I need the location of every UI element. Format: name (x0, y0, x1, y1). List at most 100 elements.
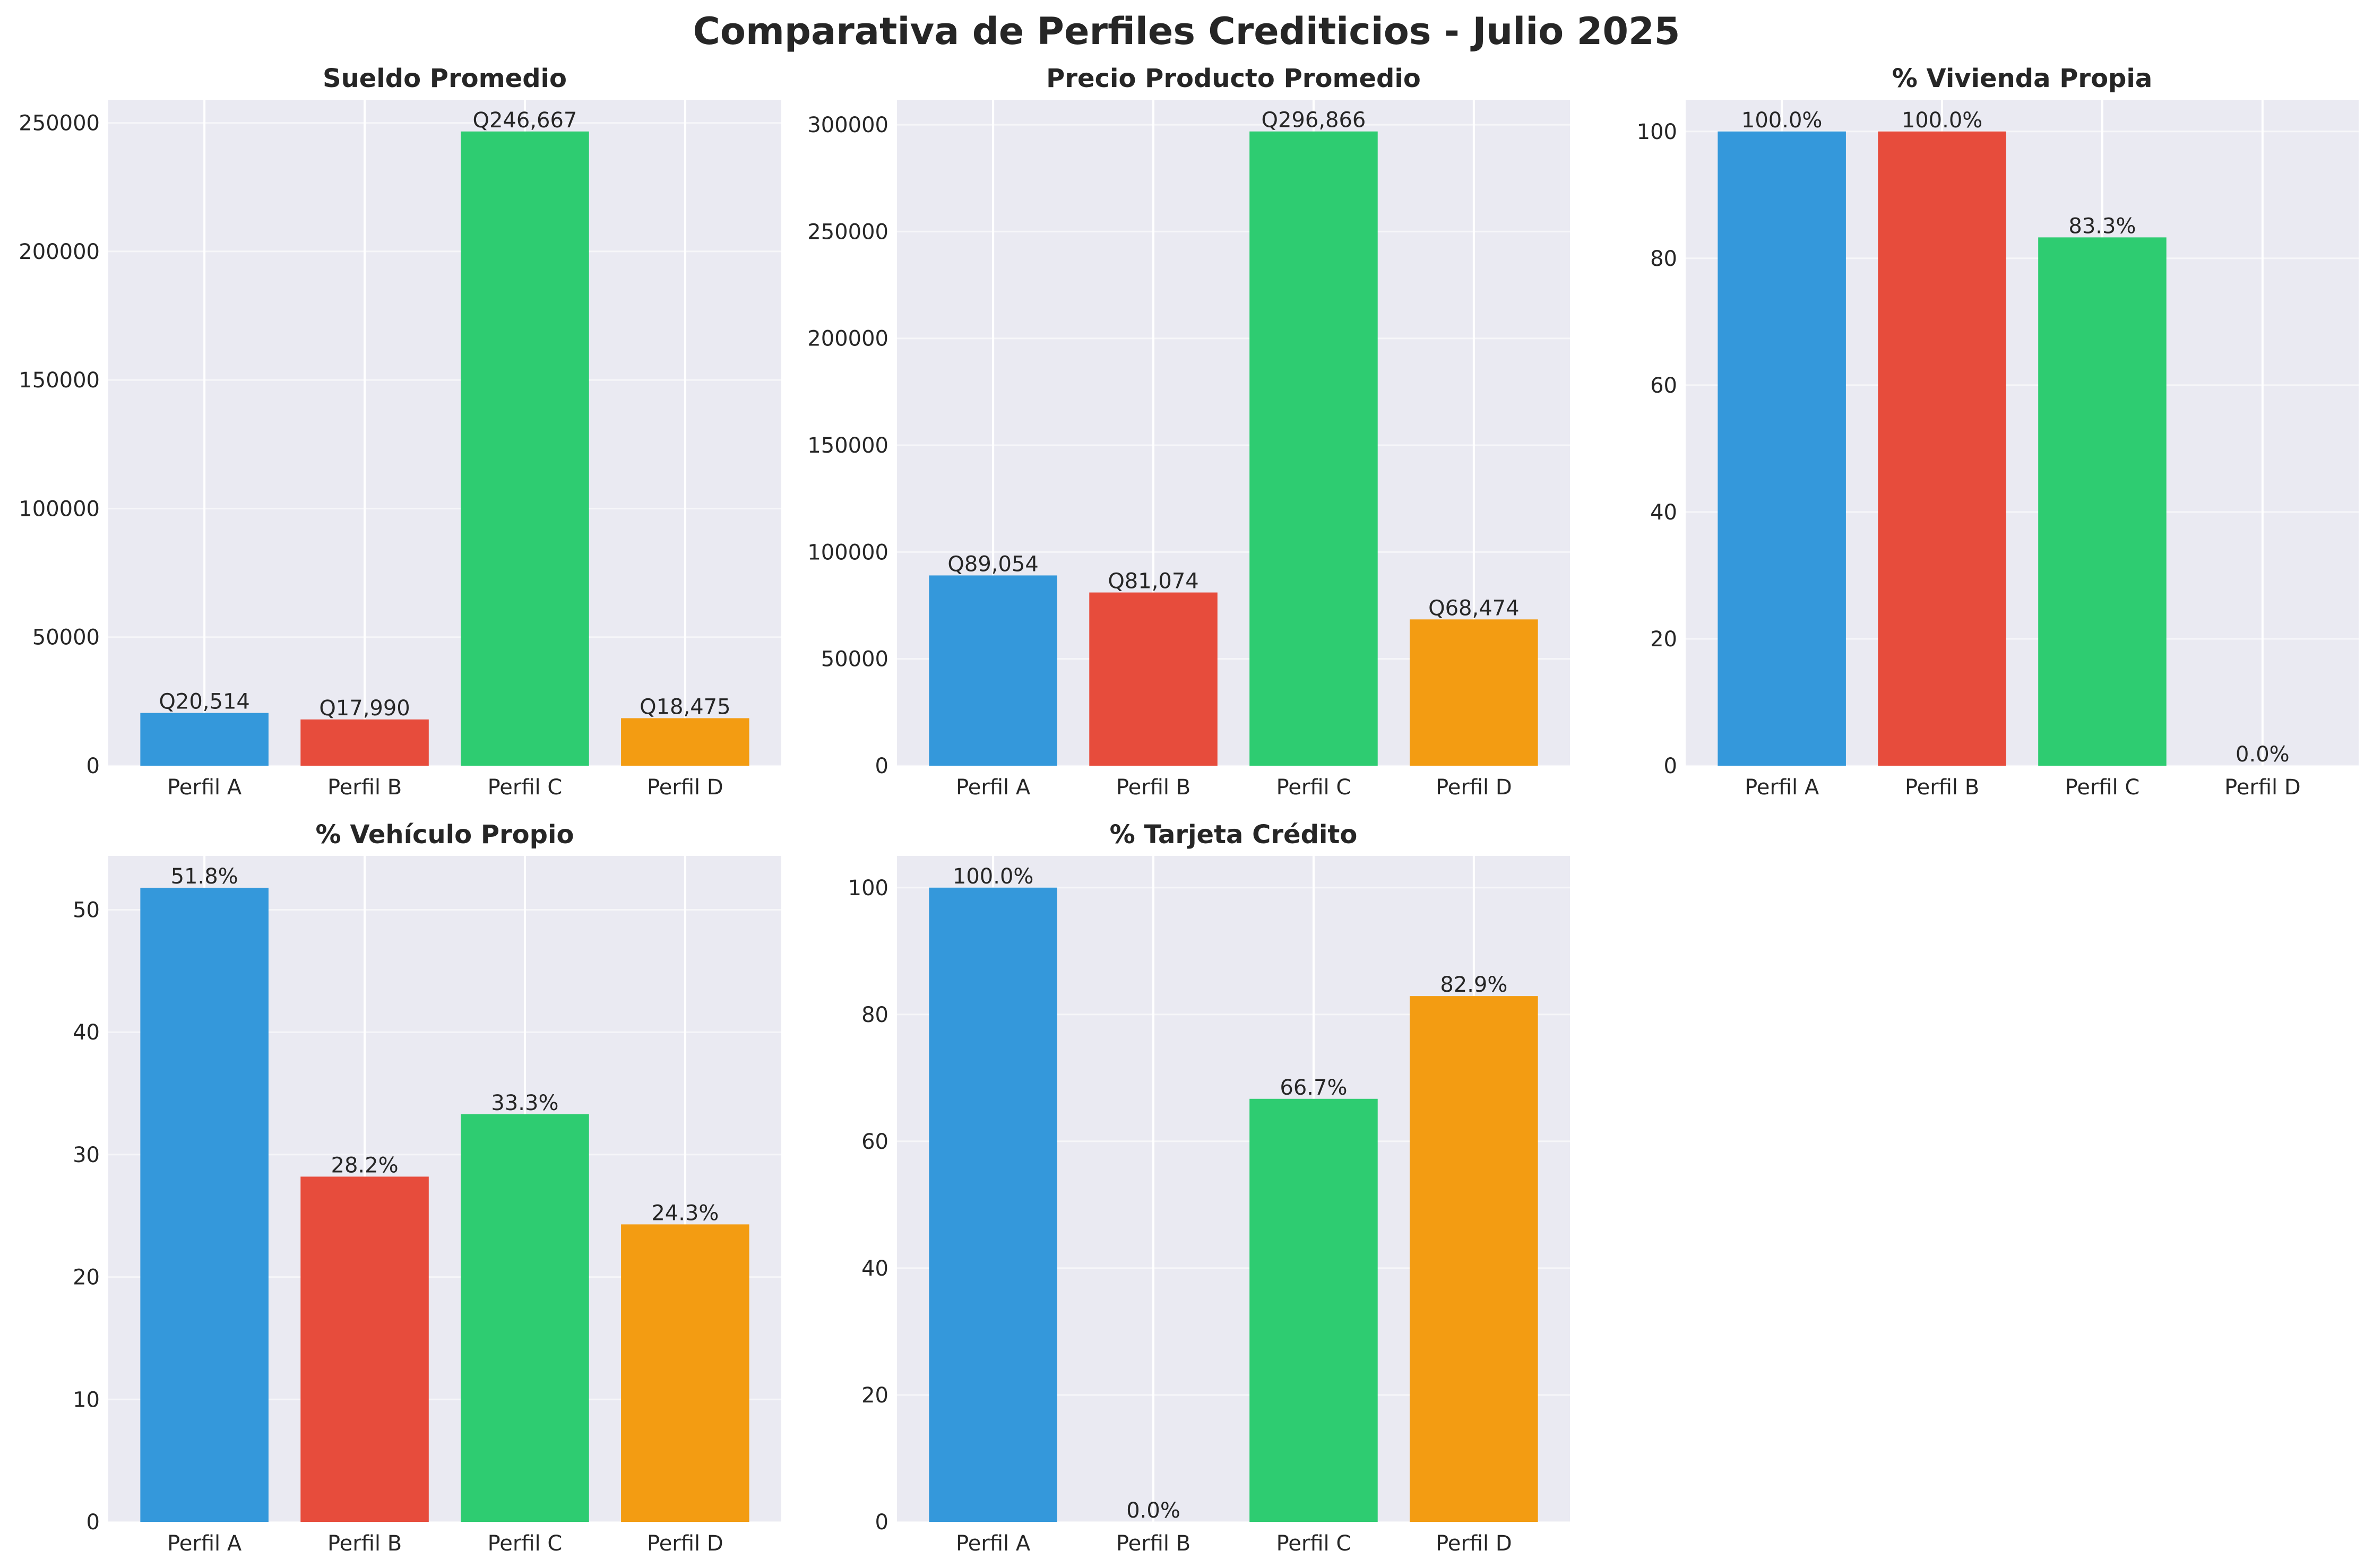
y-tick-label: 0 (87, 1510, 100, 1535)
bar-value-label: 0.0% (2236, 742, 2290, 767)
bar-value-label: 100.0% (1902, 108, 1983, 133)
y-tick-label: 80 (861, 1003, 888, 1027)
bar-perfil-d (1410, 996, 1538, 1522)
bar-value-label: 83.3% (2068, 214, 2136, 238)
bar-perfil-d (621, 718, 749, 766)
y-tick-label: 30 (73, 1143, 100, 1167)
bar-value-label: Q89,054 (947, 552, 1038, 576)
bar-value-label: 28.2% (331, 1153, 399, 1177)
bar-perfil-a (929, 575, 1057, 766)
y-tick-label: 100000 (19, 497, 100, 521)
x-tick-label: Perfil A (956, 1531, 1031, 1556)
x-tick-label: Perfil A (167, 1531, 242, 1556)
y-tick-label: 100 (848, 876, 888, 900)
x-tick-label: Perfil D (1436, 1531, 1512, 1556)
y-tick-label: 0 (875, 1510, 888, 1535)
bar-value-label: Q68,474 (1428, 596, 1519, 620)
bar-perfil-a (1718, 131, 1846, 766)
y-tick-label: 100000 (807, 540, 888, 565)
y-tick-label: 300000 (807, 113, 888, 137)
bar-perfil-b (300, 1176, 429, 1522)
chart-title: % Vehículo Propio (316, 820, 574, 850)
y-tick-label: 200000 (19, 240, 100, 264)
y-tick-label: 250000 (807, 220, 888, 244)
bar-perfil-d (621, 1224, 749, 1522)
y-tick-label: 20 (1650, 627, 1677, 652)
bar-perfil-c (461, 131, 589, 766)
chart-panel-5: 0 20 40 60 80 100 100.0% Perfil A 0.0% Perfil B 66… (848, 820, 1570, 1556)
y-tick-label: 40 (861, 1257, 888, 1281)
y-tick-label: 0 (1664, 754, 1677, 778)
x-tick-label: Perfil D (1436, 775, 1512, 800)
bar-perfil-a (140, 887, 269, 1522)
y-tick-label: 80 (1650, 247, 1677, 271)
x-tick-label: Perfil C (1276, 775, 1351, 800)
bar-perfil-b (1878, 131, 2006, 766)
x-tick-label: Perfil B (327, 1531, 402, 1556)
y-tick-label: 100 (1637, 120, 1677, 144)
bar-perfil-b (300, 719, 429, 766)
bar-value-label: 66.7% (1280, 1076, 1347, 1100)
y-tick-label: 50000 (32, 626, 100, 650)
y-tick-label: 150000 (19, 368, 100, 393)
bar-value-label: Q20,514 (159, 690, 249, 714)
y-tick-label: 200000 (807, 327, 888, 351)
x-tick-label: Perfil D (2224, 775, 2301, 800)
bar-perfil-c (1249, 1098, 1378, 1522)
bar-value-label: Q81,074 (1108, 569, 1198, 594)
plot-area (108, 100, 781, 766)
y-tick-label: 150000 (807, 434, 888, 458)
chart-title: % Tarjeta Crédito (1110, 820, 1358, 850)
bar-perfil-a (140, 713, 269, 766)
y-tick-label: 0 (87, 754, 100, 778)
y-tick-label: 40 (73, 1020, 100, 1045)
bar-perfil-b (1089, 592, 1218, 766)
y-tick-label: 60 (861, 1130, 888, 1154)
x-tick-label: Perfil B (1116, 775, 1190, 800)
bar-value-label: 33.3% (491, 1091, 558, 1115)
x-tick-label: Perfil A (167, 775, 242, 800)
bar-perfil-a (929, 887, 1057, 1522)
x-tick-label: Perfil D (647, 1531, 723, 1556)
y-tick-label: 0 (875, 754, 888, 778)
y-tick-label: 50000 (821, 647, 888, 672)
bar-perfil-d (1410, 619, 1538, 766)
x-tick-label: Perfil A (1745, 775, 1819, 800)
x-tick-label: Perfil B (1116, 1531, 1190, 1556)
chart-title: Precio Producto Promedio (1046, 64, 1421, 93)
chart-title: Sueldo Promedio (323, 64, 567, 93)
x-tick-label: Perfil B (327, 775, 402, 800)
chart-panel-3: 0 20 40 60 80 100 100.0% Perfil A 100.0% Perfil B… (1637, 64, 2359, 800)
x-tick-label: Perfil B (1905, 775, 1979, 800)
bar-value-label: Q18,475 (640, 695, 730, 719)
bar-perfil-c (2038, 237, 2167, 766)
y-tick-label: 40 (1650, 500, 1677, 525)
bar-value-label: 51.8% (171, 864, 238, 889)
x-tick-label: Perfil C (488, 775, 563, 800)
chart-panel-2: 0 50000 100000 150000 200000 250000 300000 Q89,… (807, 64, 1570, 800)
chart-panel-4: 0 10 20 30 40 50 51.8% Perfil A 28.2% Perfil B 33.… (73, 820, 781, 1556)
bar-perfil-c (461, 1114, 589, 1522)
bar-value-label: 82.9% (1440, 973, 1507, 997)
bar-value-label: 0.0% (1126, 1498, 1180, 1523)
bar-perfil-c (1249, 131, 1378, 766)
bar-value-label: 100.0% (1741, 108, 1823, 133)
y-tick-label: 10 (73, 1388, 100, 1412)
figure-title: Comparativa de Perfiles Crediticios - Ju… (693, 10, 1680, 53)
x-tick-label: Perfil A (956, 775, 1031, 800)
y-tick-label: 60 (1650, 374, 1677, 398)
bar-value-label: 100.0% (953, 864, 1034, 889)
bar-value-label: Q296,866 (1261, 108, 1366, 133)
y-tick-label: 50 (73, 898, 100, 923)
y-tick-label: 250000 (19, 111, 100, 136)
bar-value-label: 24.3% (651, 1201, 719, 1225)
chart-title: % Vivienda Propia (1892, 64, 2153, 93)
x-tick-label: Perfil C (1276, 1531, 1351, 1556)
y-tick-label: 20 (861, 1383, 888, 1408)
y-tick-label: 20 (73, 1266, 100, 1290)
chart-panel-1: 0 50000 100000 150000 200000 250000 Q20,514 Per… (19, 64, 781, 800)
x-tick-label: Perfil D (647, 775, 723, 800)
bar-value-label: Q246,667 (472, 108, 577, 133)
bar-value-label: Q17,990 (319, 696, 410, 721)
